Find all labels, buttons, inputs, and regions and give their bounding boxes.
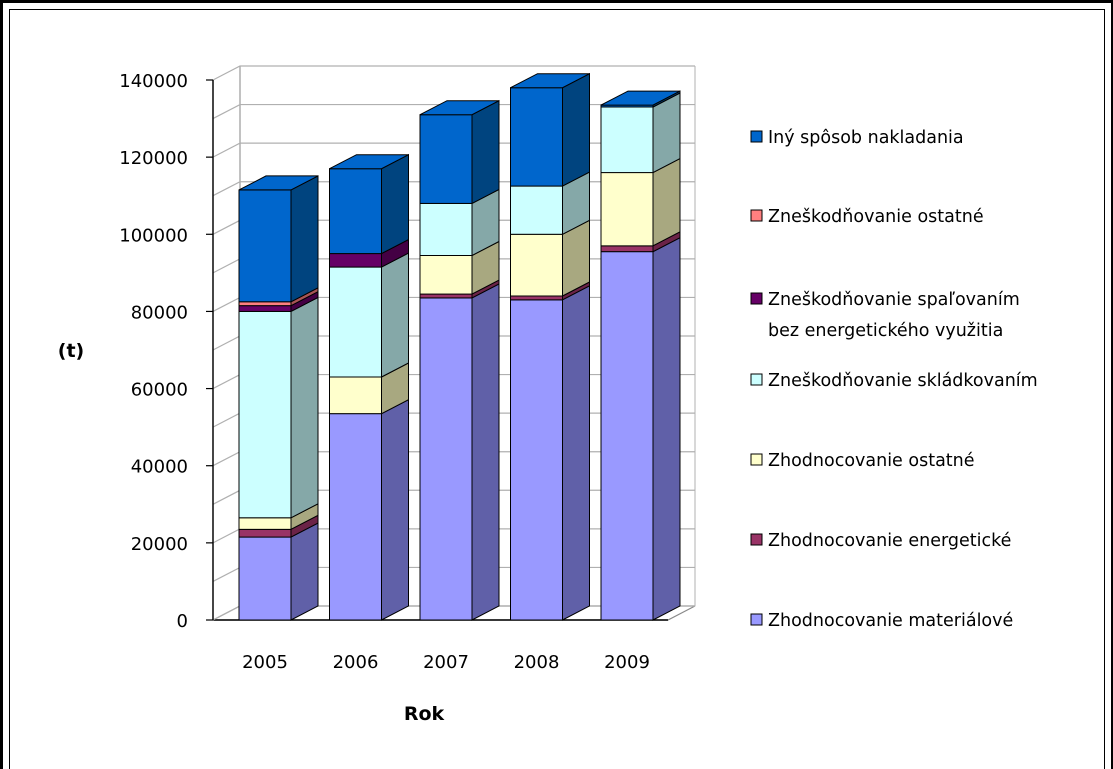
bar-segment <box>510 185 563 235</box>
y-tick-label: 80000 <box>131 302 188 323</box>
bar-segment-side <box>652 236 681 621</box>
bar-stack-2005 <box>238 175 319 621</box>
legend-swatch <box>750 130 763 143</box>
y-tick-label: 60000 <box>131 380 188 401</box>
legend-label: Zneškodňovanie spaľovaním <box>768 290 1020 310</box>
x-tick-label: 2007 <box>423 652 469 673</box>
bar-segment <box>419 293 473 299</box>
y-tick-label: 40000 <box>131 457 188 478</box>
x-tick-label: 2009 <box>604 652 650 673</box>
y-tick-label: 20000 <box>131 534 188 555</box>
legend: Iný spôsob nakladania Zneškodňovanie osta… <box>750 128 1038 631</box>
legend-label: bez energetického využitia <box>768 321 1003 341</box>
legend-label: Zhodnocovanie ostatné <box>768 451 975 471</box>
legend-label: Zneškodňovanie ostatné <box>768 207 984 227</box>
bar-segment <box>600 106 654 174</box>
bar-top <box>329 154 409 170</box>
bar-segment <box>510 295 563 301</box>
y-tick-label: 0 <box>177 611 188 632</box>
bar-segment <box>238 310 292 519</box>
x-axis-ticks: 2005 2006 2007 2008 2009 <box>242 652 650 673</box>
y-tick-label: 100000 <box>119 225 188 246</box>
x-tick-label: 2005 <box>242 652 288 673</box>
legend-label: Zneškodňovanie skládkovaním <box>768 371 1038 391</box>
bar-segment <box>510 299 563 621</box>
bar-segment-side <box>381 398 409 621</box>
legend-label: Iný spôsob nakladania <box>768 128 964 148</box>
bars <box>238 72 681 621</box>
bar-segment-side <box>471 99 500 205</box>
bar-segment <box>238 528 292 538</box>
legend-swatch <box>750 613 763 626</box>
bar-stack-2006 <box>329 153 409 621</box>
legend-swatch <box>750 292 763 305</box>
bar-segment <box>600 245 654 253</box>
bar-segment <box>419 297 473 621</box>
bar-segment <box>238 189 292 303</box>
bar-stack-2007 <box>419 99 500 621</box>
bar-segment <box>329 266 382 378</box>
legend-swatch <box>750 453 763 466</box>
bar-stack-2009 <box>600 90 681 621</box>
bar-top <box>238 175 319 191</box>
x-tick-label: 2006 <box>333 652 379 673</box>
legend-label: Zhodnocovanie materiálové <box>768 611 1013 631</box>
bar-segment <box>329 253 382 268</box>
bar-segment-side <box>562 285 590 621</box>
bar-segment <box>419 114 473 204</box>
bar-segment-side <box>290 175 319 303</box>
bar-stack-2008 <box>510 72 590 621</box>
y-tick-label: 140000 <box>119 71 188 92</box>
bar-segment <box>329 376 382 415</box>
x-tick-label: 2008 <box>514 652 560 673</box>
bar-top <box>600 90 681 106</box>
bar-segment <box>600 251 654 621</box>
bar-segment <box>510 87 563 187</box>
legend-swatch <box>750 373 763 386</box>
bar-segment <box>510 233 563 297</box>
bar-segment-side <box>652 157 681 247</box>
bar-segment-side <box>290 522 319 621</box>
bar-segment <box>600 172 654 247</box>
bar-segment <box>419 202 473 257</box>
bar-segment-side <box>381 153 409 255</box>
bar-top <box>510 73 590 89</box>
bar-segment <box>238 305 292 312</box>
y-axis-ticks: 0 20000 40000 60000 80000 100000 120000 140000 <box>119 71 214 632</box>
x-axis-label: Rok <box>404 703 445 725</box>
y-axis-label: (t) <box>58 340 84 362</box>
bar-segment-side <box>290 296 319 519</box>
bar-segment-side <box>562 72 590 187</box>
bar-segment <box>329 168 382 255</box>
y-tick-label: 120000 <box>119 148 188 169</box>
gridline <box>212 65 695 81</box>
bar-segment-side <box>381 252 409 378</box>
legend-swatch <box>750 209 763 222</box>
bar-segment <box>238 301 292 307</box>
bar-segment <box>238 536 292 621</box>
bar-segment <box>238 517 292 530</box>
legend-label: Zhodnocovanie energetické <box>768 531 1011 551</box>
bar-segment <box>329 413 382 621</box>
bar-top <box>419 100 500 116</box>
bar-segment-side <box>471 283 500 621</box>
legend-swatch <box>750 533 763 546</box>
bar-segment <box>419 255 473 295</box>
